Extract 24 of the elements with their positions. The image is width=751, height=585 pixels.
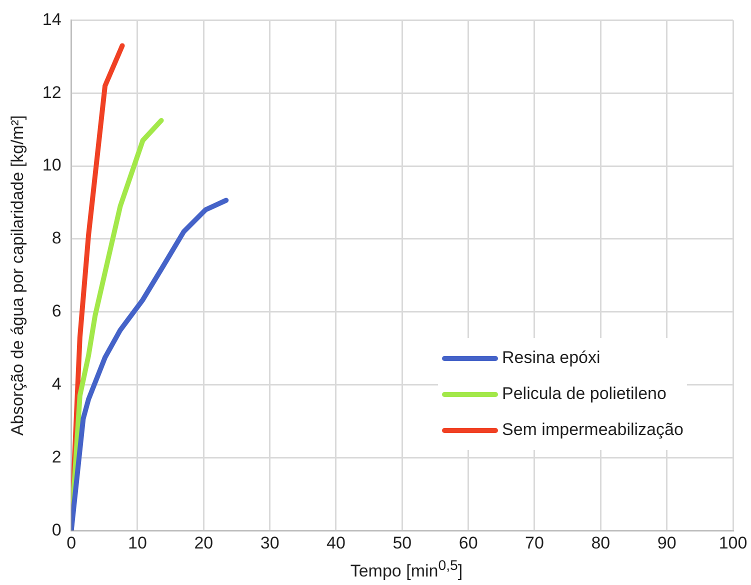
x-tick-label: 30 [260,533,280,552]
x-tick-label: 60 [458,533,478,552]
x-tick-label: 70 [525,533,544,552]
x-tick-label: 90 [657,533,676,552]
x-tick-label: 0 [66,533,76,552]
x-tick-label: 10 [128,533,147,552]
y-tick-label: 8 [52,228,62,248]
legend-label: Sem impermeabilização [502,420,684,440]
y-tick-label: 12 [42,82,62,102]
y-tick-label: 2 [52,447,62,466]
x-tick-label: 80 [591,533,610,552]
legend-label: Pelicula de polietileno [502,384,666,404]
x-tick-label: 100 [718,533,748,552]
y-tick-label: 0 [52,520,62,540]
x-tick-label: 20 [194,533,214,552]
x-axis-title: Tempo [min$^{0,5}$] [349,558,464,582]
y-tick-label: 14 [42,10,62,29]
x-tick-label: 50 [392,533,412,552]
legend-label: Resina epóxi [502,348,600,368]
x-tick-label: 40 [326,533,346,552]
y-tick-label: 4 [52,374,62,394]
y-tick-label: 6 [52,302,62,321]
y-tick-label: 10 [42,156,62,175]
y-axis-title: Absorção de água por capilaridade [kg/m²] [8,115,27,436]
